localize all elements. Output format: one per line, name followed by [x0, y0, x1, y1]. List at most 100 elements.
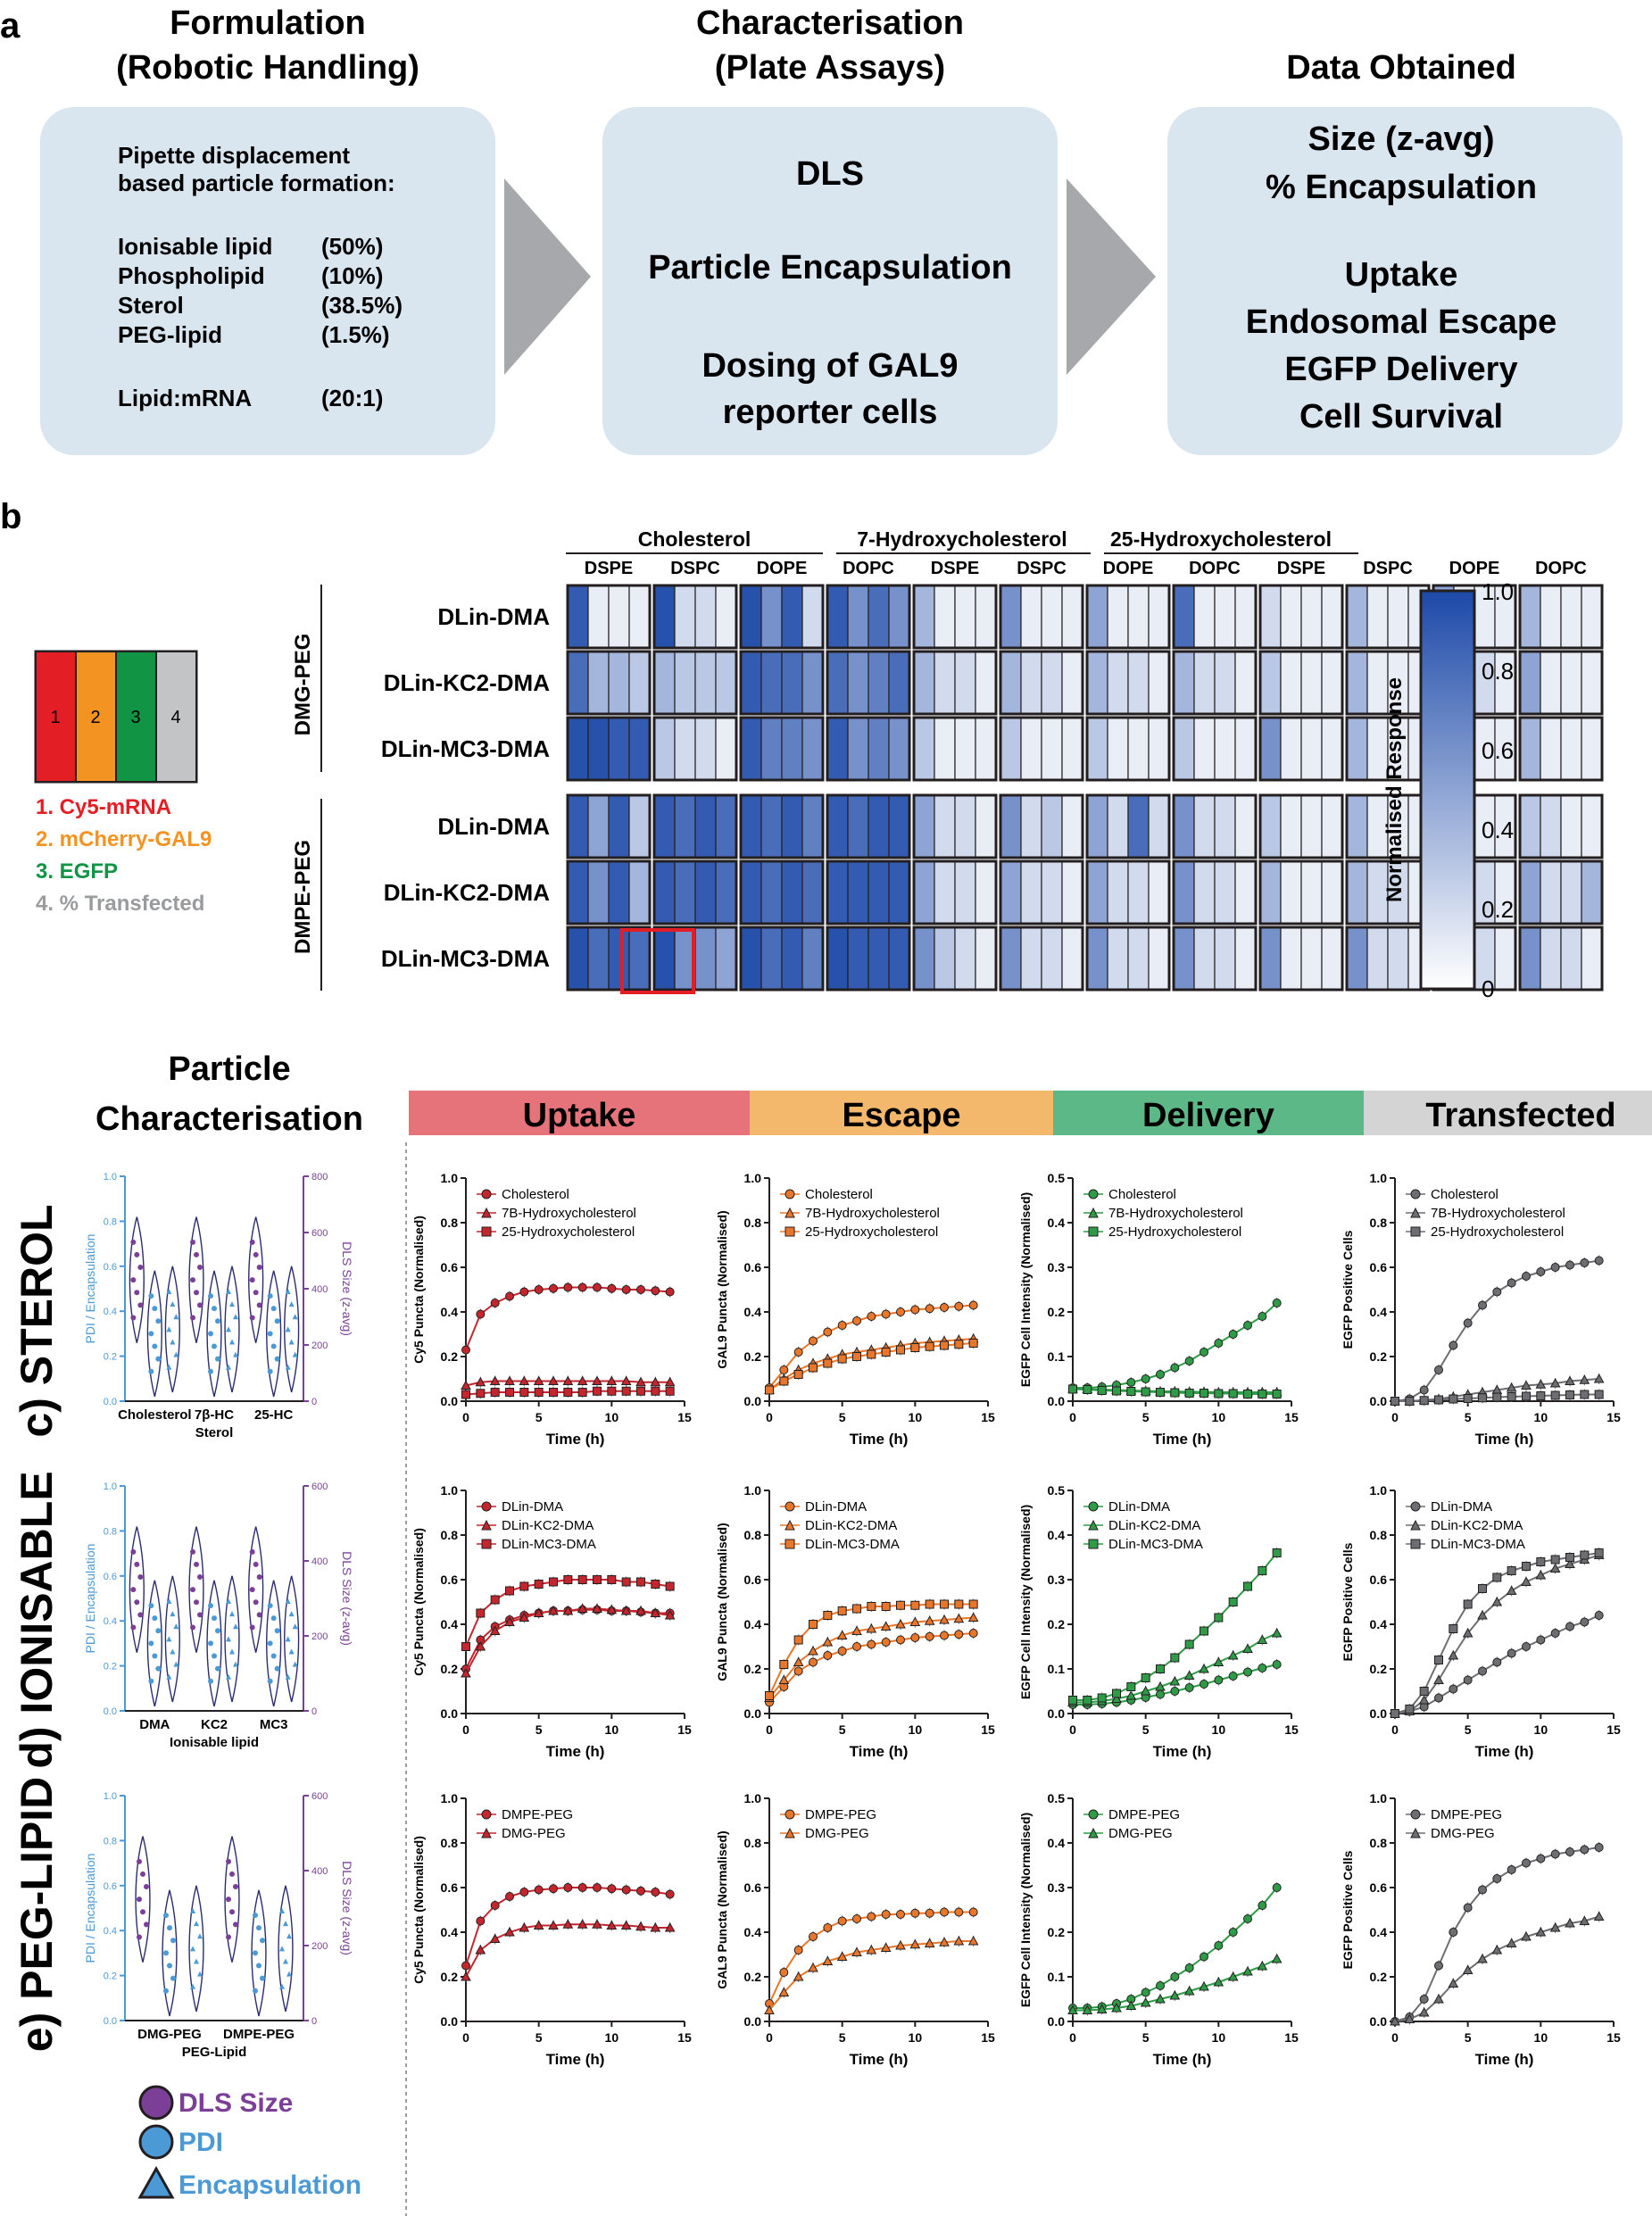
heatmap-cell [1234, 926, 1257, 991]
heatmap-cell [674, 860, 696, 925]
violin-right-axis-label: DLS Size (z-avg) [340, 1241, 354, 1336]
chart-point [1243, 1581, 1252, 1591]
chart-y-tick-label: 0.2 [744, 1970, 762, 1984]
violin-point-pdi [260, 1938, 265, 1944]
band-label-delivery: Delivery [1142, 1097, 1274, 1134]
chart-x-tick-label: 10 [909, 1722, 923, 1737]
heatmap-cell [868, 585, 890, 649]
violin-left-tick-label: 0.6 [104, 1881, 117, 1892]
chart-point [925, 1631, 934, 1641]
lipid-mrna-label: Lipid:mRNA [118, 385, 252, 411]
violin-point-pdi [212, 1615, 217, 1622]
heatmap-cell [975, 794, 997, 859]
chart-y-tick-label: 0.2 [441, 1349, 459, 1364]
chart-point [809, 1336, 818, 1346]
violin-point-pdi [148, 1603, 154, 1609]
heatmap-cell [1560, 717, 1582, 781]
heatmap-cell [1173, 926, 1195, 991]
data-obtained-title: Data Obtained [1286, 49, 1516, 87]
chart-y-tick-label: 1.0 [441, 1791, 459, 1805]
chart-x-tick-label: 5 [1142, 1722, 1150, 1737]
chart-y-tick-label: 0.0 [1048, 1394, 1066, 1408]
heatmap-group-frame [1172, 925, 1258, 992]
chart-point [1213, 1656, 1224, 1666]
heatmap-cell [1173, 860, 1195, 925]
heatmap-group-frame [566, 925, 652, 992]
chart-x-tick-label: 5 [535, 1410, 543, 1424]
chart-y-tick-label: 0.8 [744, 1528, 762, 1542]
violin-point-encapsulation [285, 1326, 291, 1332]
chart-x-label: Time (h) [546, 2051, 605, 2068]
heatmap-cell [1173, 585, 1195, 649]
heatmap-group-frame [1172, 716, 1258, 782]
chart-point [476, 1309, 486, 1319]
heatmap-cell [1300, 860, 1323, 925]
chart-y-tick-label: 0.8 [441, 1528, 459, 1542]
chart-point [1112, 1689, 1121, 1698]
chart-point [549, 1388, 558, 1397]
violin-point-dls [190, 1624, 195, 1631]
heatmap-cell [1148, 651, 1170, 715]
violin-point-encapsulation [285, 1364, 291, 1370]
violin-x-label: Sterol [195, 1425, 234, 1440]
row-label-dmpe-dlin-dma: DLin-DMA [437, 813, 550, 840]
chart-legend-marker [481, 1809, 492, 1820]
side-label-ionisable: d) IONISABLE [12, 1471, 62, 1768]
heatmap-cell [801, 794, 824, 859]
chart-series-line [1394, 1915, 1599, 2022]
chart-point [593, 1575, 602, 1584]
chart-point [880, 1621, 892, 1631]
heatmap-group-frame [912, 925, 998, 992]
chart-point [954, 1340, 964, 1349]
chart-x-label: Time (h) [1475, 1431, 1534, 1448]
chart-point [851, 1625, 862, 1635]
chart-legend-label: DLin-DMA [1108, 1499, 1170, 1515]
heatmap-group-frame [826, 859, 911, 925]
chart-point [461, 1390, 470, 1399]
chart-point [1448, 1649, 1459, 1660]
chart-point [940, 1303, 949, 1312]
chart-point [665, 1386, 675, 1396]
chart-x-tick-label: 15 [1284, 2030, 1299, 2045]
violin-point-pdi [148, 1331, 154, 1337]
heatmap-cell [847, 794, 869, 859]
heatmap-cell [1581, 651, 1603, 715]
heatmap-cell [975, 651, 997, 715]
chart-point [1434, 1961, 1443, 1971]
heatmap-cell [1173, 794, 1195, 859]
violin-point-pdi [163, 1950, 169, 1956]
chart-point [1449, 1624, 1458, 1633]
chart-y-label: EGFP Cell Intensity (Normalised) [1018, 1813, 1033, 2007]
heatmap-cell [1193, 651, 1216, 715]
chart-point [1214, 1613, 1224, 1623]
heatmap-cell [1107, 585, 1129, 649]
chart-point [1097, 1386, 1107, 1395]
violin-group-label: DMG-PEG [137, 2027, 202, 2042]
chart-legend-label: DLin-DMA [1431, 1499, 1492, 1515]
heatmap-cell [1540, 926, 1562, 991]
chart-point [1257, 1634, 1268, 1644]
violin-right-tick-label: 400 [311, 1284, 328, 1295]
chart-point [562, 1375, 574, 1385]
phospholipid-header: DSPC [670, 559, 720, 578]
chart-point [1141, 1387, 1150, 1397]
heatmap-group-frame [912, 650, 998, 716]
band-label-escape: Escape [842, 1097, 960, 1134]
chart-point [925, 1599, 934, 1609]
chart-point [867, 1312, 876, 1321]
chart-point [823, 1651, 833, 1660]
chart-point [563, 1883, 573, 1892]
violin-shape [266, 1270, 282, 1398]
heatmap-group-frame [739, 584, 825, 650]
heatmap-cell [1280, 585, 1302, 649]
chart-point [1419, 1385, 1429, 1395]
chart-legend-marker [481, 1226, 492, 1237]
chart-point [1522, 1642, 1531, 1651]
heatmap-cell [1321, 651, 1343, 715]
chart-point [779, 1660, 789, 1669]
arrow-2 [1067, 178, 1156, 375]
heatmap-group-frame [1518, 793, 1604, 859]
heatmap-cell [608, 926, 630, 991]
heatmap-cell [1321, 926, 1343, 991]
chart-x-tick-label: 5 [839, 2030, 846, 2045]
